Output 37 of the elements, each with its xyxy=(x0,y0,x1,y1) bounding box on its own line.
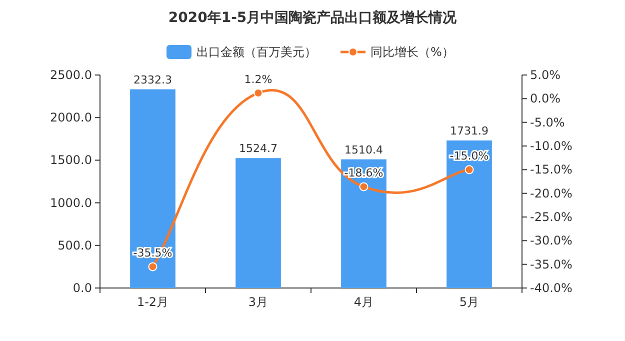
bar xyxy=(446,140,492,288)
point xyxy=(464,165,474,174)
x-tick-label: 3月 xyxy=(248,295,268,309)
y2-tick-label: -20.0% xyxy=(530,186,572,200)
y2-tick-label: 0.0% xyxy=(530,92,560,106)
data-label: 1731.9 xyxy=(450,124,488,138)
legend-label: 同比增长（%） xyxy=(370,45,454,59)
y-tick-label: 2000.0 xyxy=(50,110,92,125)
point xyxy=(148,262,158,272)
y-tick-label: 1000.0 xyxy=(50,196,92,210)
y-tick-label: 500.0 xyxy=(58,238,92,252)
data-label: 2332.3 xyxy=(134,73,172,86)
y-tick-label: 0.0 xyxy=(72,281,92,295)
x-tick-label: 5月 xyxy=(459,295,480,309)
y2-tick-label: -25.0% xyxy=(530,210,572,224)
bar xyxy=(341,159,386,288)
y2-tick-label: -30.0% xyxy=(530,234,572,248)
legend-label: 出口金额（百万美元） xyxy=(196,45,316,59)
y2-tick-label: -15.0% xyxy=(530,162,572,177)
y2-tick-label: -5.0% xyxy=(530,115,565,130)
y-tick-label: 1500.0 xyxy=(50,153,92,168)
x-tick-label: 1-2月 xyxy=(136,295,169,309)
data-label: -15.0% xyxy=(450,150,489,163)
y2-tick-label: 5.0% xyxy=(530,68,560,82)
y-tick-label: 2500.0 xyxy=(50,68,92,82)
bar xyxy=(130,89,176,288)
point xyxy=(359,182,368,192)
y2-tick-label: -35.0% xyxy=(530,257,572,272)
data-label: 1.2% xyxy=(244,72,272,86)
bar xyxy=(236,158,281,288)
x-tick-label: 4月 xyxy=(354,295,374,309)
data-label: -18.6% xyxy=(344,166,384,180)
y2-tick-label: -10.0% xyxy=(530,139,572,153)
chart-title: 2020年1-5月中国陶瓷产品出口额及增长情况 xyxy=(168,9,458,26)
data-label: 1510.4 xyxy=(344,143,383,156)
y2-tick-label: -40.0% xyxy=(530,281,572,295)
data-label: 1524.7 xyxy=(239,142,278,156)
